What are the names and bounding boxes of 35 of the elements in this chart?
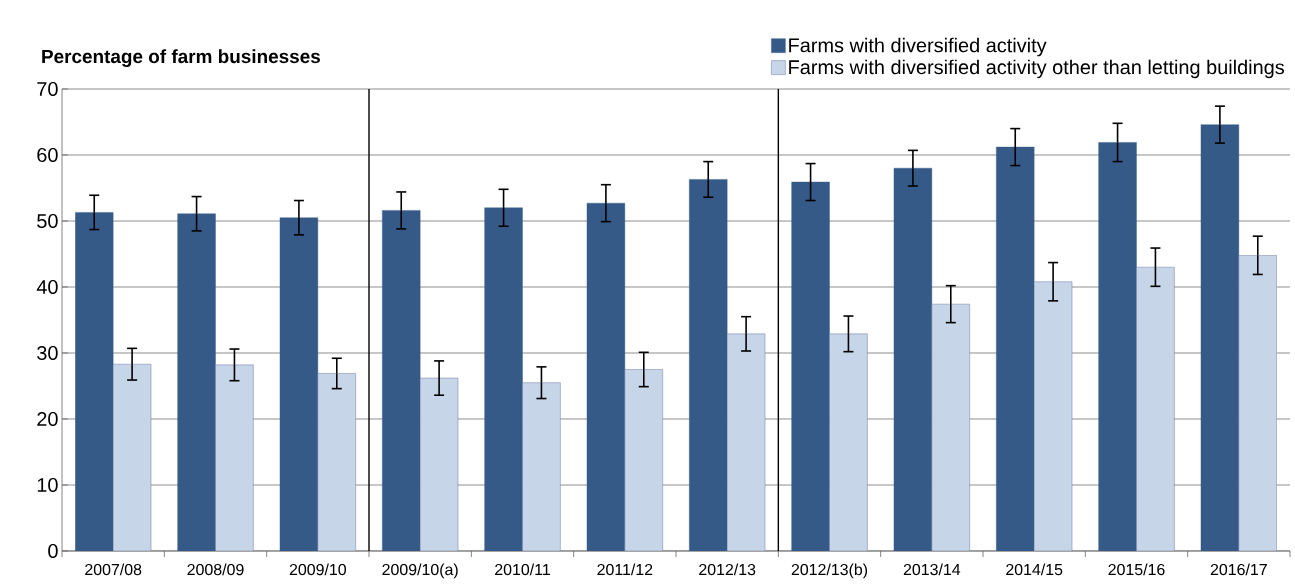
x-tick-label: 2014/15 xyxy=(1006,563,1063,576)
y-tick-label: 10 xyxy=(37,477,58,493)
bar xyxy=(522,382,561,551)
bar xyxy=(1136,266,1175,551)
y-tick-label: 30 xyxy=(37,345,58,361)
bar xyxy=(931,303,970,551)
x-tick-label: 2016/17 xyxy=(1210,563,1267,576)
bar xyxy=(1238,255,1277,551)
x-tick-label: 2015/16 xyxy=(1108,563,1165,576)
bar xyxy=(215,364,254,551)
y-tick-label: 60 xyxy=(37,147,58,163)
x-tick-label: 2008/09 xyxy=(187,563,244,576)
x-tick-label: 2010/11 xyxy=(495,563,550,576)
x-tick-label: 2011/12 xyxy=(597,563,653,576)
x-tick-label: 2012/13 xyxy=(699,563,756,576)
bar xyxy=(1033,281,1073,551)
bar xyxy=(624,369,663,551)
x-tick-label: 2009/10 xyxy=(289,563,347,576)
x-tick-label: 2007/08 xyxy=(85,563,142,576)
bar xyxy=(726,333,766,551)
bar xyxy=(829,333,868,551)
y-axis-title: Percentage of farm businesses xyxy=(42,49,320,67)
bar xyxy=(112,364,152,551)
bar xyxy=(419,377,459,551)
x-tick-label: 2012/13(b) xyxy=(791,563,868,579)
legend-label: Farms with diversified activity other than letting buildings xyxy=(789,59,1284,79)
y-tick-label: 20 xyxy=(37,411,58,427)
y-tick-label: 0 xyxy=(48,543,58,559)
y-tick-label: 70 xyxy=(37,81,58,97)
x-tick-label: 2009/10(a) xyxy=(382,563,458,579)
x-tick-label: 2013/14 xyxy=(903,563,961,576)
y-tick-label: 50 xyxy=(37,213,58,229)
y-tick-label: 40 xyxy=(36,279,58,295)
bar xyxy=(317,373,356,551)
legend-label: Farms with diversified activity xyxy=(789,37,1047,57)
